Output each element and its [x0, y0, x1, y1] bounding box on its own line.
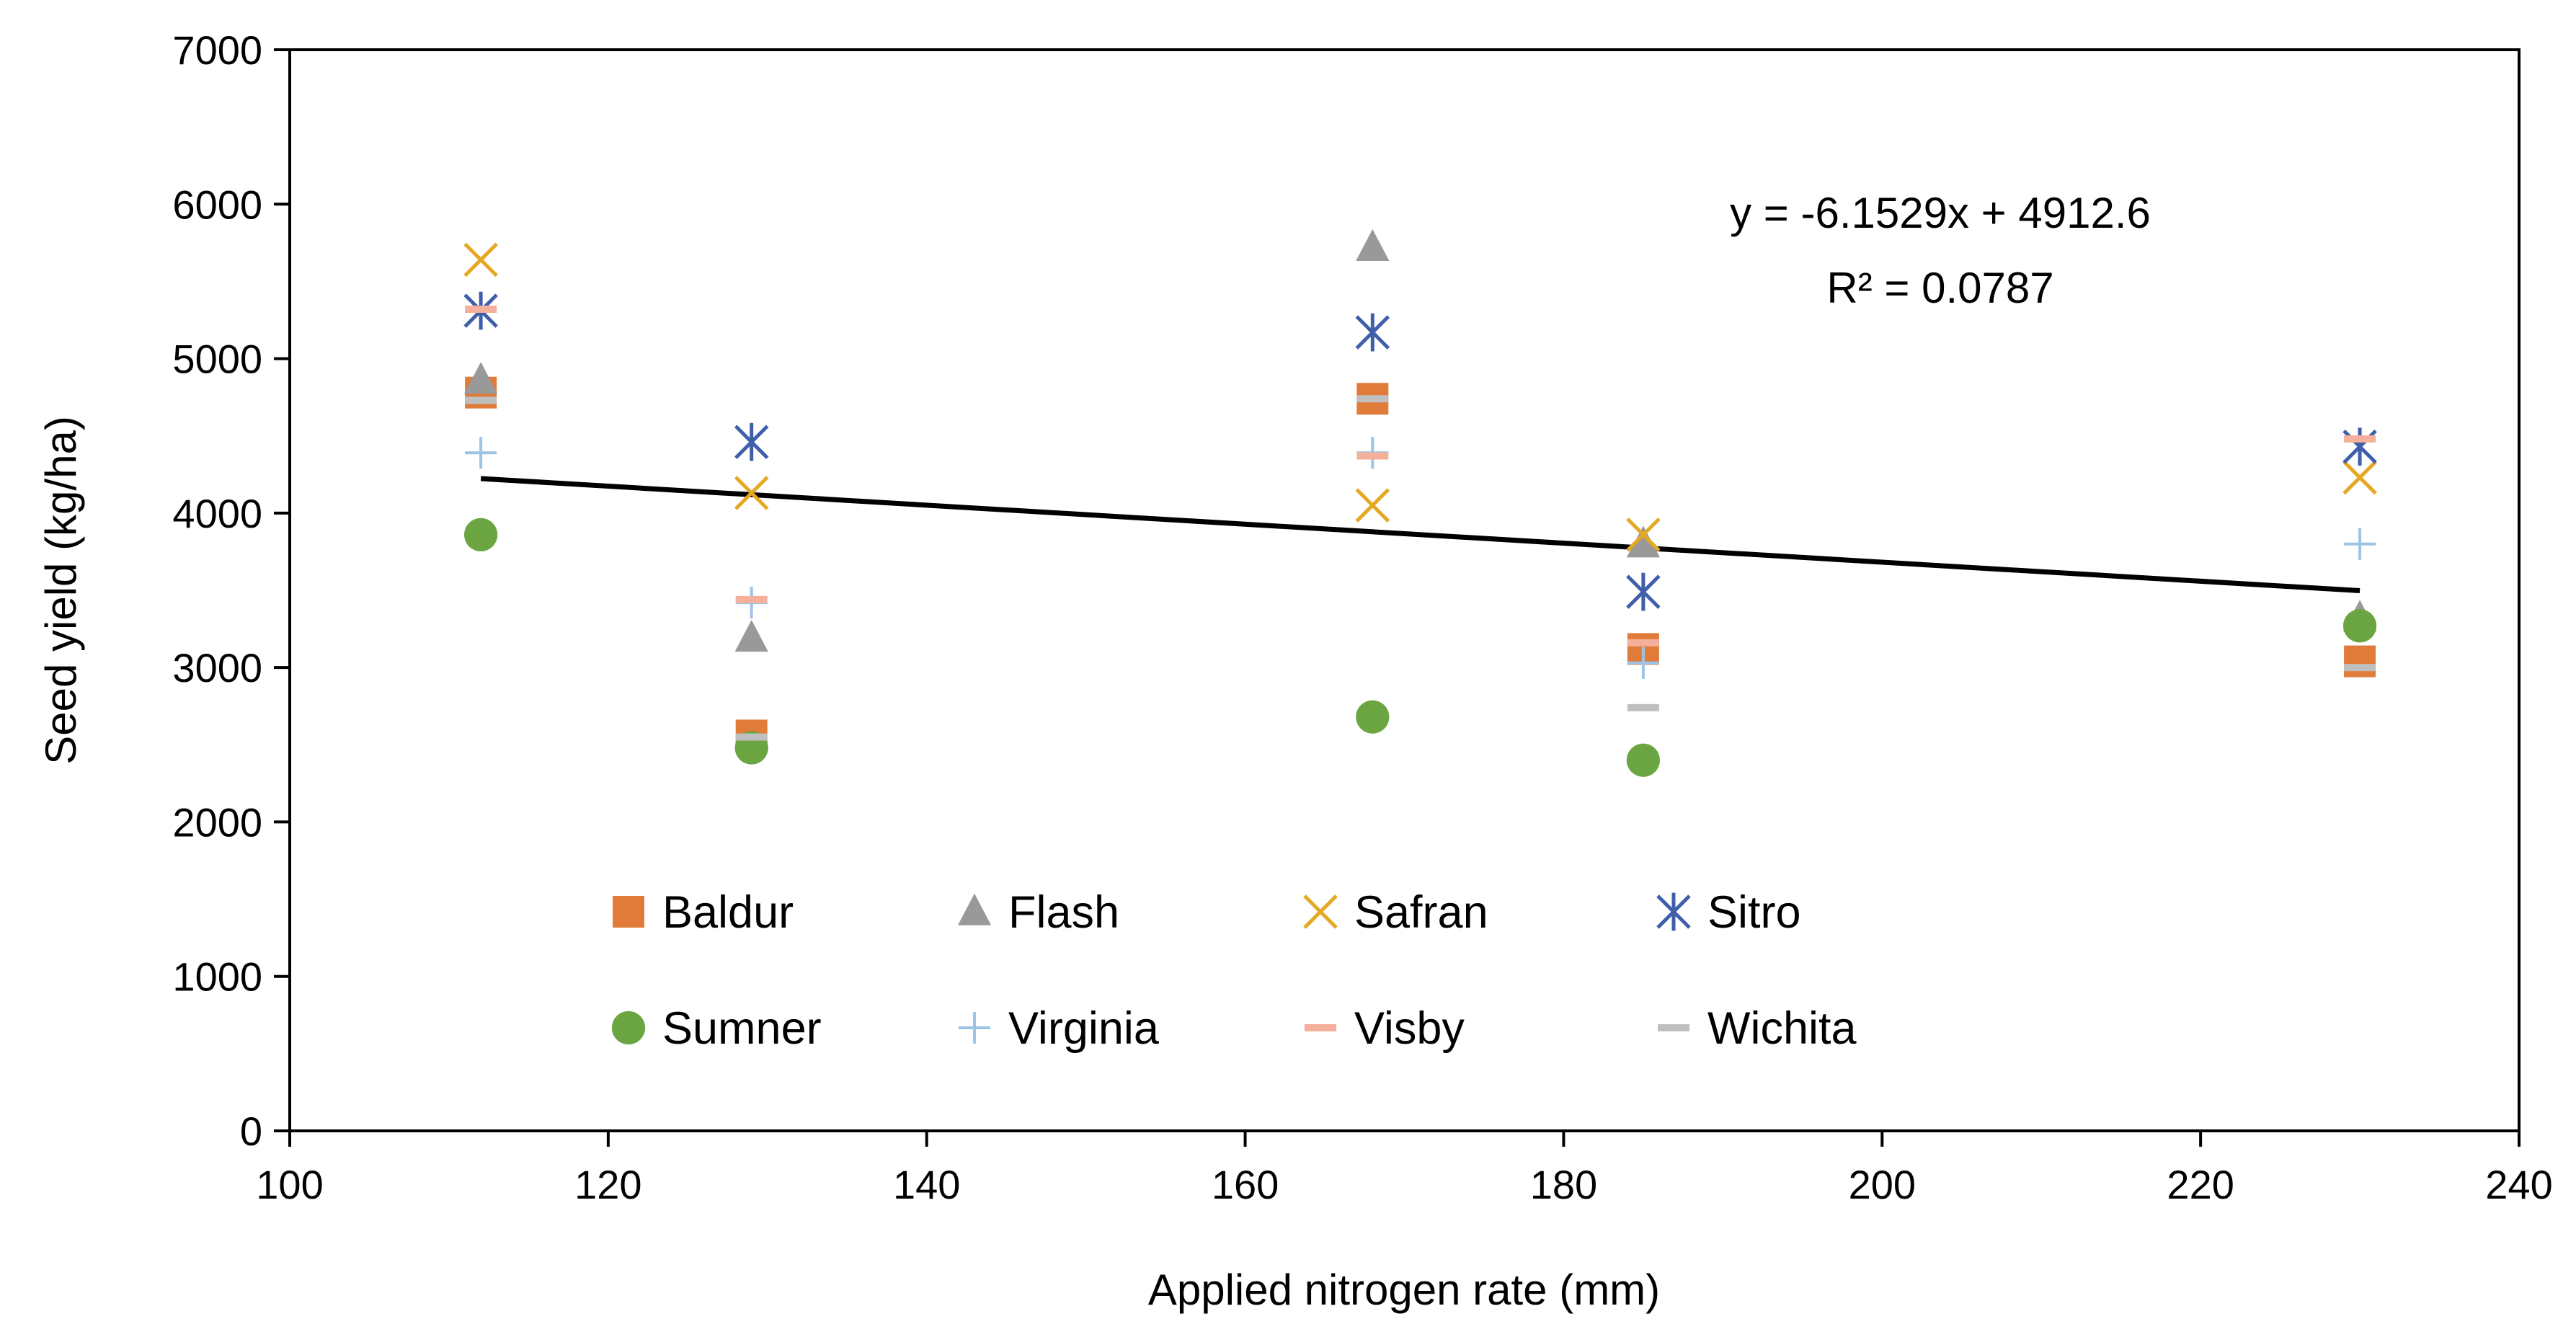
legend-marker-visby — [1305, 1024, 1336, 1031]
x-tick-label: 160 — [1212, 1162, 1279, 1207]
point-safran — [463, 242, 498, 277]
point-safran — [734, 476, 769, 510]
point-flash — [464, 362, 498, 394]
y-tick-label: 5000 — [172, 337, 262, 382]
x-tick-label: 100 — [256, 1162, 323, 1207]
legend-marker-wichita — [1658, 1024, 1689, 1031]
legend-marker-sumner — [611, 1010, 646, 1045]
point-visby — [735, 595, 768, 603]
legend-label-wichita: Wichita — [1707, 1003, 1857, 1054]
legend-marker-safran — [1303, 894, 1338, 929]
point-flash — [734, 620, 768, 652]
y-axis-ticks: 0 1000 2000 3000 4000 5000 6000 7000 — [172, 27, 290, 1154]
x-axis-ticks: 100 120 140 160 180 200 220 240 — [256, 1131, 2553, 1207]
point-virginia — [1627, 647, 1659, 679]
point-safran — [2342, 460, 2377, 495]
x-tick-label: 200 — [1849, 1162, 1916, 1207]
y-tick-label: 3000 — [172, 645, 262, 690]
point-visby — [1627, 639, 1659, 647]
point-sumner — [1356, 700, 1390, 734]
x-tick-label: 240 — [2485, 1162, 2552, 1207]
legend-marker-virginia — [959, 1012, 990, 1044]
data-points — [463, 228, 2377, 777]
point-flash — [1356, 228, 1390, 261]
x-tick-label: 120 — [574, 1162, 641, 1207]
x-tick-label: 180 — [1530, 1162, 1597, 1207]
y-tick-label: 4000 — [172, 491, 262, 536]
point-sumner — [464, 518, 498, 551]
point-sumner — [2342, 609, 2377, 643]
legend-marker-sitro — [1656, 892, 1691, 931]
y-tick-label: 0 — [240, 1109, 262, 1154]
point-sitro — [2342, 427, 2377, 466]
point-wichita — [465, 396, 497, 404]
y-tick-label: 1000 — [172, 954, 262, 1000]
y-tick-label: 6000 — [172, 182, 262, 227]
trendline — [480, 476, 2360, 594]
point-visby — [2344, 435, 2376, 443]
point-flash — [1626, 525, 1660, 558]
x-tick-label: 140 — [893, 1162, 960, 1207]
legend-label-sumner: Sumner — [662, 1003, 822, 1054]
x-tick-label: 220 — [2167, 1162, 2234, 1207]
trendline-r2: R² = 0.0787 — [1826, 264, 2053, 312]
point-virginia — [465, 437, 497, 469]
y-tick-label: 7000 — [172, 27, 262, 73]
point-wichita — [735, 733, 768, 741]
point-visby — [465, 306, 497, 313]
point-sumner — [1626, 743, 1660, 777]
trendline-equation: y = -6.1529x + 4912.6 — [1730, 189, 2151, 237]
legend-label-sitro: Sitro — [1707, 887, 1801, 938]
point-visby — [1356, 452, 1389, 460]
point-wichita — [1356, 395, 1389, 403]
point-safran — [1355, 488, 1390, 523]
point-sitro — [1626, 572, 1661, 611]
legend-marker-baldur — [613, 896, 644, 928]
point-wichita — [1627, 703, 1659, 711]
legend-marker-flash — [957, 893, 992, 925]
legend-label-baldur: Baldur — [662, 887, 794, 938]
point-safran — [1626, 518, 1661, 552]
plot-area — [288, 48, 2521, 1132]
trendline-group — [480, 476, 2360, 594]
point-sitro — [1355, 313, 1390, 352]
legend-label-safran: Safran — [1354, 887, 1488, 938]
point-sitro — [734, 422, 769, 461]
point-wichita — [2344, 664, 2376, 672]
legend: Baldur Flash Safran Sitro Sumner Virginia Visb… — [611, 887, 1857, 1054]
legend-label-visby: Visby — [1354, 1003, 1465, 1054]
x-axis-title: Applied nitrogen rate (mm) — [1148, 1266, 1660, 1314]
point-baldur — [2344, 645, 2376, 678]
point-virginia — [2344, 528, 2376, 560]
legend-label-flash: Flash — [1008, 887, 1119, 938]
legend-label-virginia: Virginia — [1008, 1003, 1160, 1054]
y-tick-label: 2000 — [172, 799, 262, 845]
y-axis-title: Seed yield (kg/ha) — [37, 416, 85, 765]
